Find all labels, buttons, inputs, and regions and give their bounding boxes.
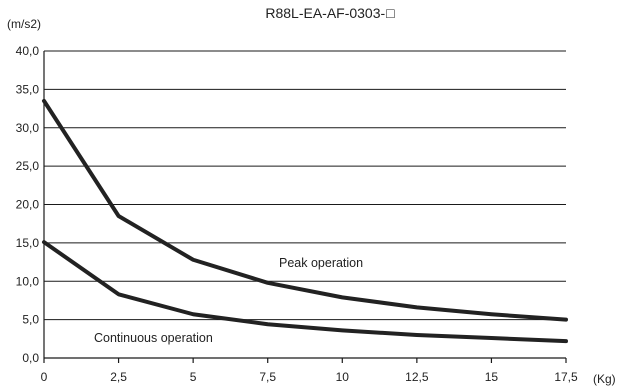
x-axis-unit: (Kg) [593,372,616,386]
x-tick-label: 10 [336,370,350,384]
y-tick-label: 15,0 [16,236,40,250]
x-tick-label: 12,5 [405,370,429,384]
y-axis-unit: (m/s2) [7,17,41,31]
peak-operation-line [42,98,568,322]
tick-layer: 0,0 5,0 10,0 15,0 20,0 25,0 30,0 35,0 40,0 0 2,5 5 7… [16,44,578,384]
y-tick-label: 40,0 [16,44,40,58]
x-tick-label: 5 [190,370,197,384]
series-layer [42,98,568,344]
continuous-operation-annotation: Continuous operation [94,331,213,345]
grid-layer [43,50,567,363]
continuous-operation-line [42,240,568,344]
y-tick-label: 10,0 [16,274,40,288]
y-tick-label: 20,0 [16,198,40,212]
y-tick-label: 0,0 [22,351,39,365]
peak-operation-annotation: Peak operation [279,256,363,270]
x-tick-label: 0 [41,370,48,384]
x-tick-label: 7,5 [259,370,276,384]
chart-title-text: R88L-EA-AF-0303- [265,5,385,21]
chart-title: R88L-EA-AF-0303-□ [265,5,395,21]
x-tick-label: 17,5 [554,370,578,384]
x-tick-label: 15 [485,370,499,384]
y-tick-label: 5,0 [22,313,39,327]
y-tick-label: 35,0 [16,82,40,96]
x-tick-label: 2,5 [110,370,127,384]
y-tick-label: 25,0 [16,159,40,173]
y-tick-label: 30,0 [16,121,40,135]
title-box-symbol: □ [386,5,395,21]
